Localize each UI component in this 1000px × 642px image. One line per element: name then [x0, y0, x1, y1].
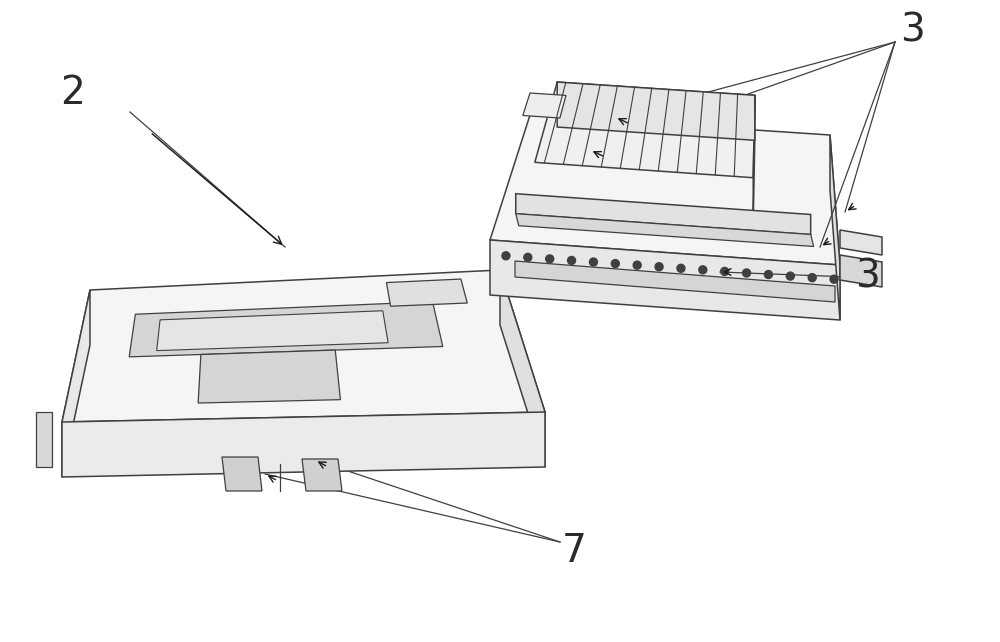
Polygon shape — [490, 240, 840, 320]
Circle shape — [743, 269, 751, 277]
Polygon shape — [516, 214, 814, 247]
Polygon shape — [490, 115, 840, 265]
Circle shape — [546, 255, 554, 263]
Polygon shape — [36, 412, 52, 467]
Circle shape — [830, 275, 838, 283]
Circle shape — [611, 259, 619, 268]
Text: 7: 7 — [562, 532, 587, 570]
Circle shape — [721, 268, 729, 275]
Polygon shape — [198, 350, 340, 403]
Polygon shape — [753, 95, 755, 223]
Polygon shape — [62, 270, 545, 422]
Polygon shape — [129, 302, 443, 357]
Circle shape — [502, 252, 510, 260]
Polygon shape — [157, 311, 388, 351]
Circle shape — [524, 254, 532, 261]
Circle shape — [589, 258, 597, 266]
Circle shape — [808, 273, 816, 282]
Polygon shape — [500, 270, 545, 467]
Polygon shape — [62, 412, 545, 477]
Polygon shape — [535, 82, 755, 178]
Circle shape — [655, 263, 663, 271]
Polygon shape — [222, 457, 262, 491]
Circle shape — [568, 256, 576, 265]
Text: 3: 3 — [900, 12, 925, 50]
Polygon shape — [62, 290, 90, 477]
Text: 2: 2 — [60, 74, 85, 112]
Polygon shape — [302, 459, 342, 491]
Text: 3: 3 — [855, 257, 880, 295]
Polygon shape — [516, 194, 811, 234]
Polygon shape — [840, 255, 882, 287]
Polygon shape — [386, 279, 467, 306]
Polygon shape — [830, 135, 840, 320]
Polygon shape — [523, 93, 566, 118]
Circle shape — [764, 270, 772, 279]
Circle shape — [633, 261, 641, 269]
Polygon shape — [840, 230, 882, 255]
Circle shape — [699, 266, 707, 274]
Circle shape — [677, 265, 685, 272]
Polygon shape — [515, 261, 835, 302]
Circle shape — [786, 272, 794, 280]
Polygon shape — [557, 82, 755, 141]
